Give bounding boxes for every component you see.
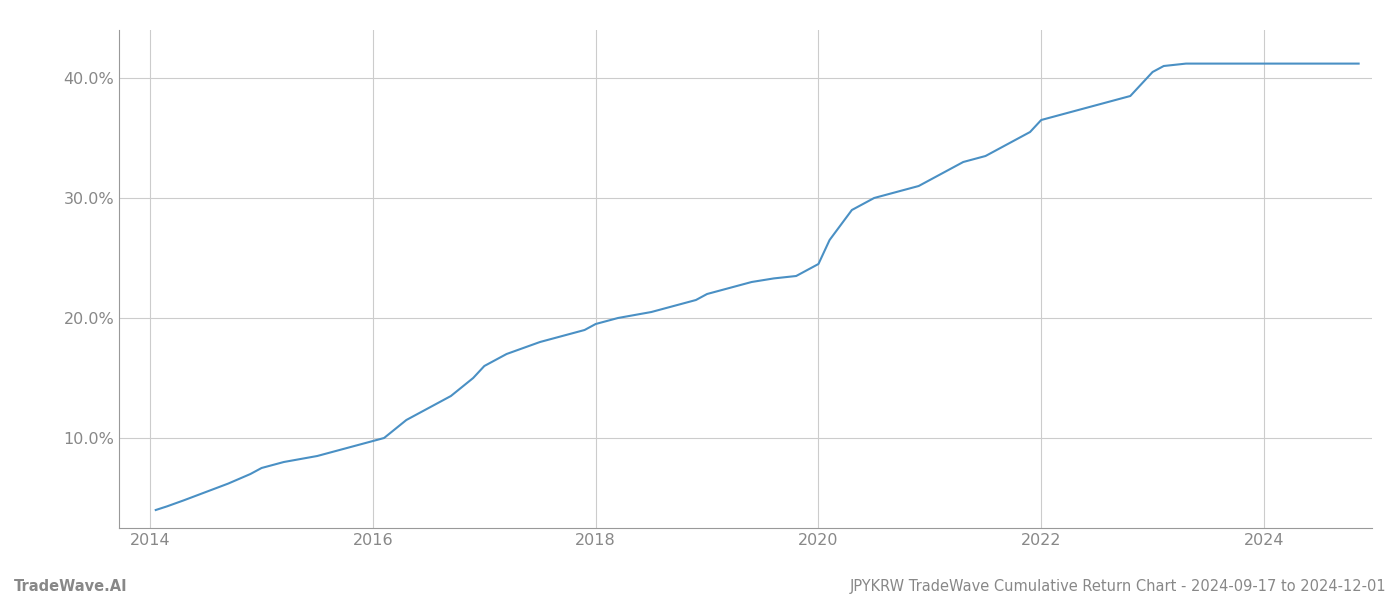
Text: JPYKRW TradeWave Cumulative Return Chart - 2024-09-17 to 2024-12-01: JPYKRW TradeWave Cumulative Return Chart… (850, 579, 1386, 594)
Text: TradeWave.AI: TradeWave.AI (14, 579, 127, 594)
